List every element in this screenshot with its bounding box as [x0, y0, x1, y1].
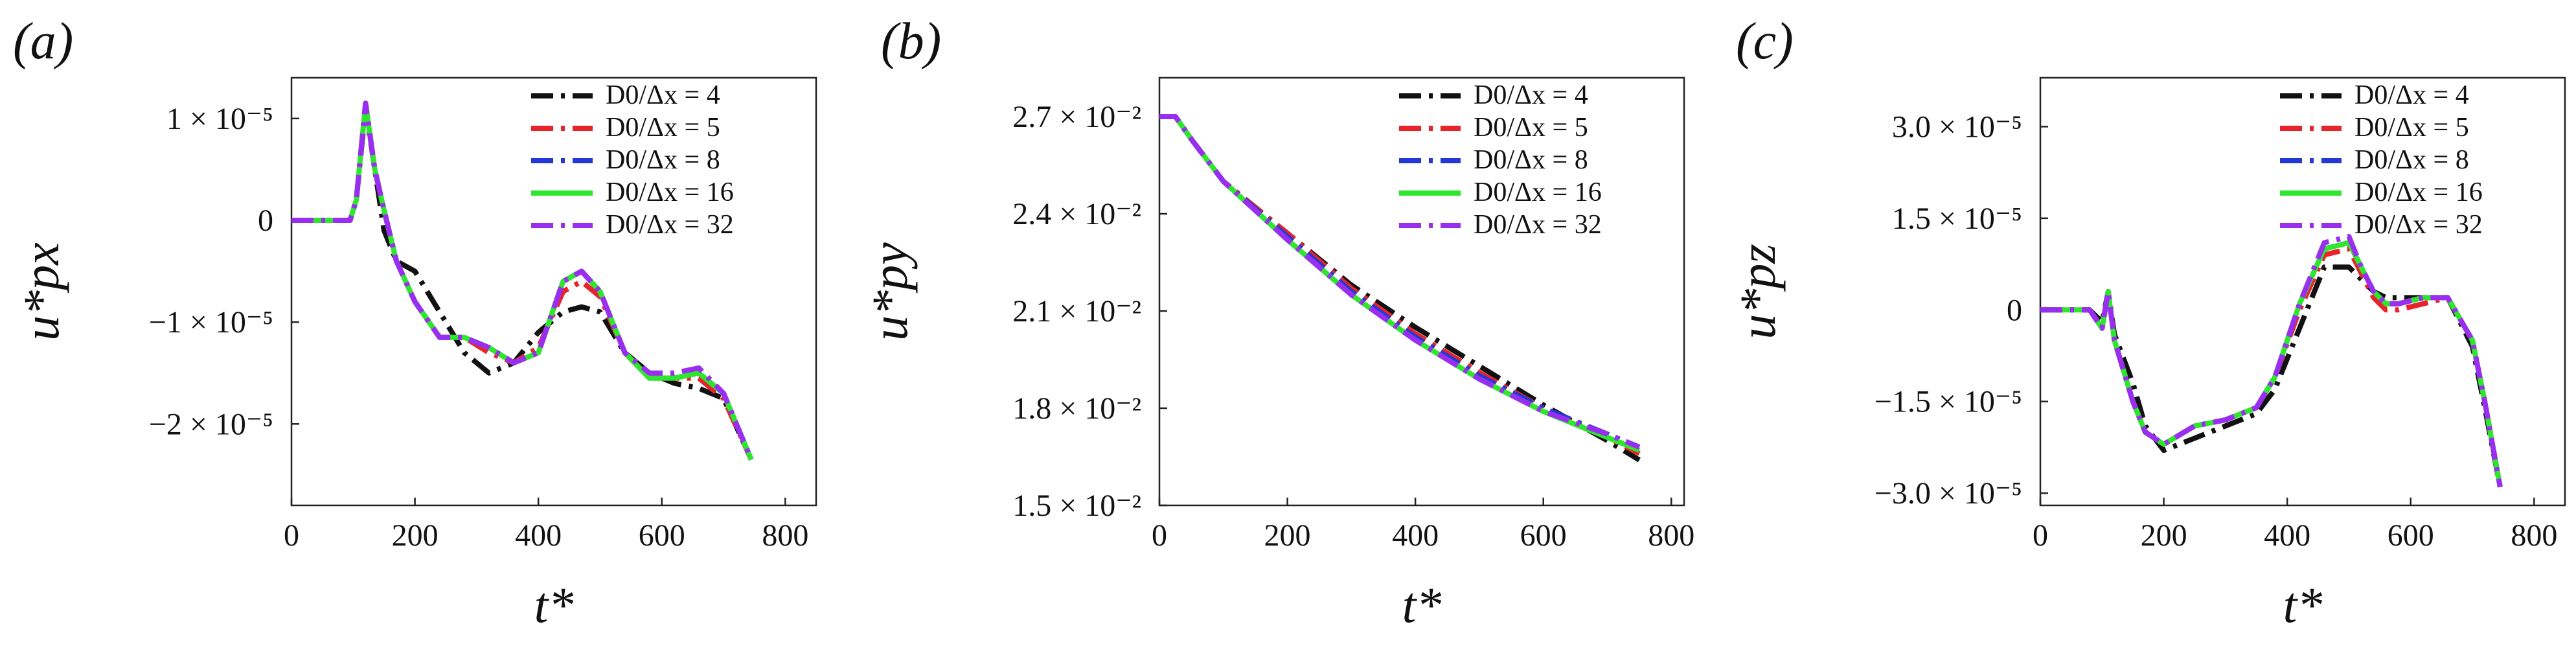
x-tick-label: 800: [762, 518, 808, 553]
y-tick-label: 1.5 × 10⁻⁵: [1892, 202, 2022, 236]
x-tick-label: 0: [1152, 518, 1167, 553]
y-tick-label: 2.4 × 10⁻²: [1012, 197, 1141, 231]
legend-label: D0/Δx = 5: [1474, 113, 1588, 143]
legend-label: D0/Δx = 4: [1474, 80, 1588, 110]
x-tick-label: 0: [2033, 518, 2048, 553]
x-axis-label: t*: [1402, 577, 1442, 633]
series-line: [2040, 246, 2503, 488]
y-tick-label: −3.0 × 10⁻⁵: [1875, 476, 2022, 511]
panel-label: (c): [1736, 13, 1794, 70]
legend-label: D0/Δx = 32: [606, 210, 734, 240]
legend-label: D0/Δx = 16: [2354, 178, 2483, 207]
legend-label: D0/Δx = 8: [1474, 145, 1588, 175]
x-axis-label: t*: [2283, 577, 2323, 633]
y-tick-label: 1.5 × 10⁻²: [1012, 489, 1141, 523]
plot-frame: [2039, 76, 2566, 507]
x-axis-label: t*: [534, 577, 574, 633]
x-tick-label: 800: [2511, 518, 2557, 553]
y-tick-label: 3.0 × 10⁻⁵: [1892, 110, 2022, 144]
y-axis-label: u*px: [13, 242, 69, 341]
legend-label: D0/Δx = 16: [1474, 178, 1602, 207]
y-axis-label: u*pz: [1729, 244, 1786, 339]
x-tick-label: 400: [515, 518, 562, 553]
x-tick-label: 400: [2264, 518, 2310, 553]
legend-label: D0/Δx = 4: [2354, 80, 2469, 110]
panel-label: (a): [13, 13, 73, 70]
y-tick-label: −2 × 10⁻⁵: [149, 407, 273, 441]
y-tick-label: −1 × 10⁻⁵: [149, 305, 273, 340]
plot-frame: [1158, 76, 1685, 507]
y-tick-label: 2.7 × 10⁻²: [1012, 100, 1141, 134]
panel-label: (b): [881, 13, 941, 70]
series-line: [1159, 114, 1641, 450]
plot-frame: [290, 76, 817, 507]
series-line: [2040, 240, 2503, 488]
legend-label: D0/Δx = 32: [1474, 210, 1602, 240]
legend-label: D0/Δx = 8: [2354, 145, 2469, 175]
x-tick-label: 0: [284, 518, 299, 553]
legend-label: D0/Δx = 4: [606, 80, 720, 110]
y-tick-label: 0: [258, 203, 273, 238]
x-tick-label: 400: [1392, 518, 1439, 553]
legend-label: D0/Δx = 5: [2354, 113, 2469, 143]
x-tick-label: 200: [1264, 518, 1311, 553]
legend-label: D0/Δx = 32: [2354, 210, 2483, 240]
x-tick-label: 600: [1520, 518, 1567, 553]
y-tick-label: 0: [2007, 293, 2022, 327]
series-line: [2040, 234, 2503, 488]
legend-label: D0/Δx = 8: [606, 145, 720, 175]
y-tick-label: −1.5 × 10⁻⁵: [1875, 385, 2022, 419]
x-tick-label: 200: [2141, 518, 2187, 553]
series-line: [2040, 240, 2503, 488]
series-line: [291, 100, 754, 461]
legend-label: D0/Δx = 5: [606, 113, 720, 143]
y-tick-label: 1 × 10⁻⁵: [166, 102, 273, 136]
legend-label: D0/Δx = 16: [606, 178, 734, 207]
x-tick-label: 600: [639, 518, 685, 553]
panel-c: (c) 0 200 400 600 800 3.0 × 10⁻⁵ 1.5 × 10⁻⁵ 0 −1.…: [1729, 13, 2566, 633]
x-tick-label: 800: [1648, 518, 1694, 553]
y-tick-label: 2.1 × 10⁻²: [1012, 294, 1141, 328]
panel-a: (a) 0 200 400 600 800 1 × 10⁻⁵ 0 −1 × 10⁻⁵ −2 × 1…: [13, 13, 817, 633]
x-tick-label: 200: [392, 518, 439, 553]
x-tick-label: 600: [2388, 518, 2434, 553]
panel-b: (b) 0 200 400 600 800 2.7 × 10⁻² 2.4 × 10⁻² 2.1 …: [861, 13, 1694, 633]
y-tick-label: 1.8 × 10⁻²: [1012, 391, 1141, 426]
y-axis-label: u*py: [861, 242, 918, 341]
